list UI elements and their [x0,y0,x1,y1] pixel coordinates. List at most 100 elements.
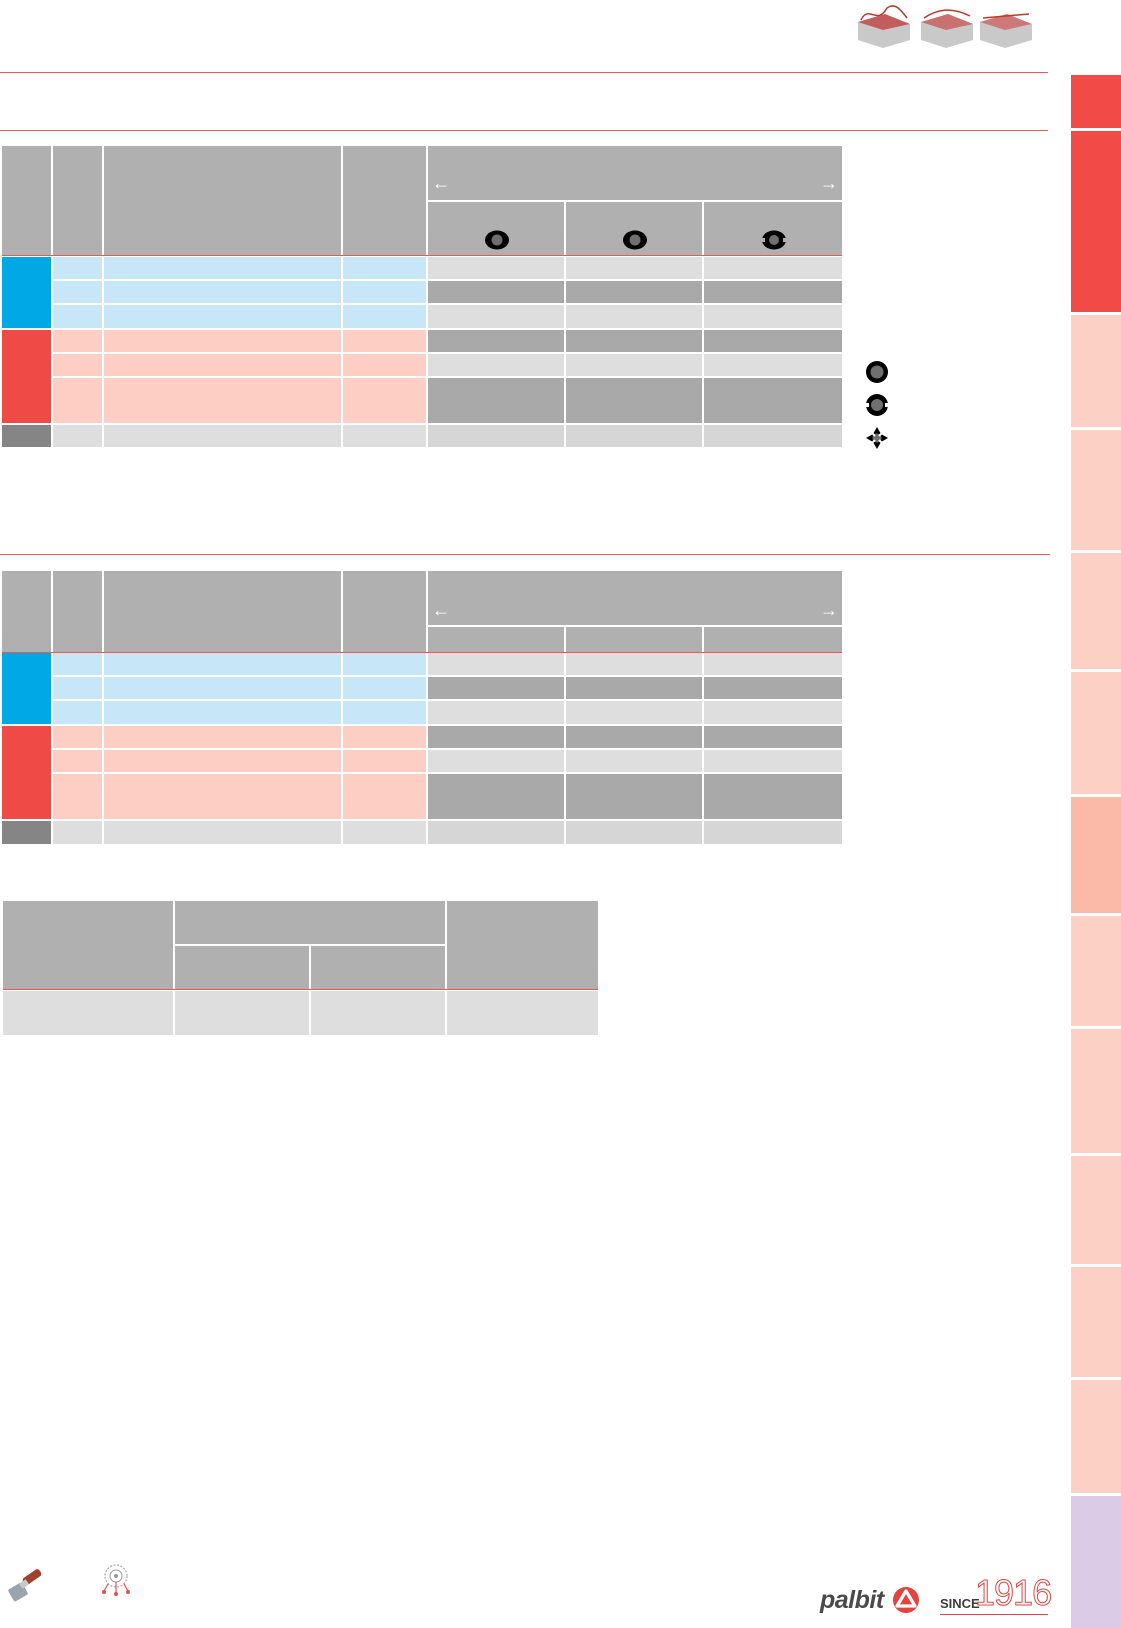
t1-row7-v2 [566,425,702,447]
t2-group-blue [2,653,51,724]
t2-row5-material [104,750,341,772]
t1-row4-v1 [428,330,564,352]
coolant-legend [862,360,892,452]
t1-header-sub-2 [566,202,702,256]
side-tab-9[interactable] [1071,1029,1121,1153]
side-tab-5[interactable] [1071,553,1121,669]
t1-row5-material [104,354,341,376]
t1-row6-v3 [704,378,842,423]
t2-row7-v1 [428,821,564,844]
t2-header-sub-1 [428,627,564,652]
t2-row5-v1 [428,750,564,772]
t2-row6-v1 [428,774,564,819]
spindle-diagram-icon [102,1564,130,1596]
title-bottom-rule [0,130,1048,131]
t2-row7-grade [53,821,102,844]
t2-row1-v1 [428,653,564,675]
t1-header-material [104,146,341,256]
t3-header-col1 [3,901,173,990]
t1-row6-v2 [566,378,702,423]
t1-row1-v3 [704,257,842,279]
t2-row2-v2 [566,677,702,699]
t1-arrow-left: ← [432,173,450,193]
side-tab-8[interactable] [1071,916,1121,1026]
contour-workpiece-icon [858,5,910,48]
coolant-hole-center-icon [485,230,509,250]
flat-workpiece-icon [980,13,1032,48]
t1-row6-hardness [343,378,426,423]
t2-row2-hardness [343,677,426,699]
coolant-hole-center-icon [623,230,647,250]
since-label: SINCE [940,1596,980,1611]
t1-row4-grade [53,330,102,352]
side-tab-1[interactable] [1071,75,1121,128]
t2-row4-v2 [566,726,702,748]
t2-row3-grade [53,701,102,724]
t1-row3-v3 [704,305,842,328]
t2-row7-v3 [704,821,842,844]
side-tab-3[interactable] [1071,315,1121,427]
t2-row6-grade [53,774,102,819]
t1-row5-grade [53,354,102,376]
section2-rule [0,554,1050,555]
t2-row2-material [104,677,341,699]
t2-row4-grade [53,726,102,748]
tool-icon [8,1569,42,1602]
t3-row1-col1 [3,991,173,1035]
side-tab-13[interactable] [1071,1496,1121,1628]
side-tab-10[interactable] [1071,1156,1121,1264]
t1-row1-v1 [428,257,564,279]
t2-header-material [104,571,341,652]
t3-row1-col3 [311,991,445,1035]
t1-row5-hardness [343,354,426,376]
side-tab-6[interactable] [1071,672,1121,794]
t2-header-group [2,571,51,652]
since-underline [940,1614,1048,1615]
t3-header-sub-2 [311,946,445,990]
t2-row1-hardness [343,653,426,675]
t1-group-grey [2,425,51,447]
t1-row5-v1 [428,354,564,376]
t2-arrow-left: ← [432,600,450,620]
t2-row2-v3 [704,677,842,699]
t1-row5-v2 [566,354,702,376]
t2-row7-v2 [566,821,702,844]
side-tab-12[interactable] [1071,1380,1121,1493]
side-tab-11[interactable] [1071,1267,1121,1377]
slope-workpiece-icon [921,9,973,48]
palbit-logo: palbit [820,1586,924,1624]
t1-row2-v1 [428,281,564,303]
t2-row4-material [104,726,341,748]
t1-row3-v2 [566,305,702,328]
t1-group-red [2,330,51,423]
t1-row3-material [104,305,341,328]
t2-row4-v3 [704,726,842,748]
side-tab-2[interactable] [1071,131,1121,312]
t1-header-sub-1 [428,202,564,256]
t3-header-sub-1 [175,946,309,990]
t2-row4-hardness [343,726,426,748]
t2-header-grade [53,571,102,652]
t1-header-hardness [343,146,426,256]
t1-row6-material [104,378,341,423]
t1-group-blue [2,257,51,328]
t2-row3-hardness [343,701,426,724]
t2-header-sub-2 [566,627,702,652]
t3-row1-col4 [447,991,598,1035]
coolant-center-icon [866,361,888,383]
t2-header-sub-3 [704,627,842,652]
t2-row5-v2 [566,750,702,772]
coolant-side-icon [865,394,889,416]
t1-row5-v3 [704,354,842,376]
side-tab-4[interactable] [1071,430,1121,550]
coolant-cross-icon [866,427,888,449]
t2-row5-hardness [343,750,426,772]
t2-header-range: ← → [428,571,842,625]
t1-row7-material [104,425,341,447]
t1-row3-hardness [343,305,426,328]
side-tab-7-active[interactable] [1071,797,1121,913]
workpiece-icons [855,0,1035,50]
t2-row7-material [104,821,341,844]
t2-arrow-right: → [820,600,838,620]
t2-group-red [2,726,51,819]
